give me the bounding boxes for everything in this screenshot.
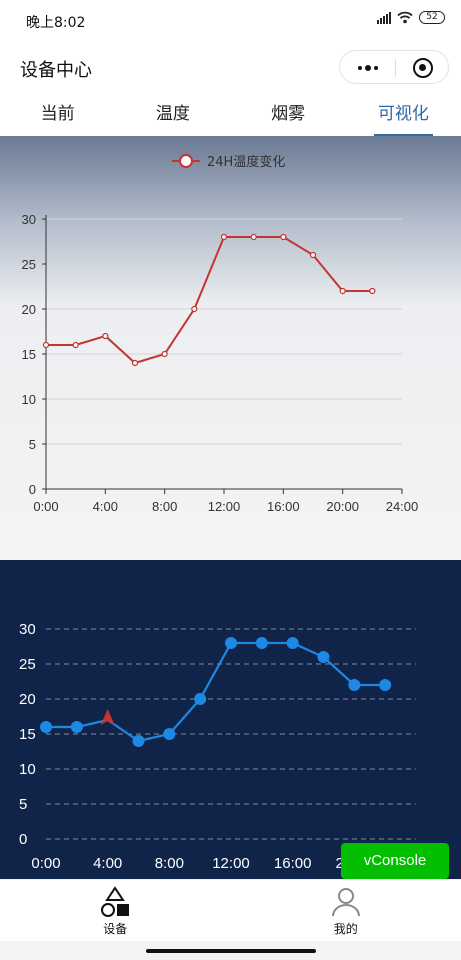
y-tick-label: 5 [29,437,36,452]
y-tick-label: 15 [22,347,36,362]
x-tick-label: 8:00 [152,499,177,514]
legend-marker [179,154,193,168]
data-point [280,233,287,241]
y-tick-label: 25 [19,656,36,673]
more-button[interactable] [340,51,395,85]
temperature-chart-light: 24H温度变化 0 5 10 15 20 25 30 0:00 4:00 8:00 12:00 16:0… [0,136,461,560]
tab-temperature[interactable]: 温度 [155,104,190,124]
data-point [286,637,299,649]
data-point [163,728,176,740]
x-tick-label: 12:00 [212,855,250,872]
more-dot-icon [357,66,362,70]
x-tick-label: 16:00 [274,855,312,872]
data-point [317,651,330,663]
data-point [161,350,168,358]
tab-smoke[interactable]: 烟雾 [271,104,306,124]
close-miniprogram-icon[interactable] [413,58,433,78]
x-tick-label: 12:00 [208,499,241,514]
tabbar-item-device[interactable]: 设备 [0,880,231,941]
y-tick-label: 20 [22,302,36,317]
x-tick-label: 8:00 [155,855,184,872]
home-indicator [146,949,316,953]
data-point [250,233,257,241]
data-point [220,233,228,241]
page-title: 设备中心 [20,60,92,81]
y-tick-label: 0 [19,831,27,848]
data-point [309,251,317,259]
legend-label: 24H温度变化 [207,154,285,170]
data-point [191,305,198,313]
signal-icon [377,11,391,24]
y-tick-label: 30 [22,212,36,227]
tab-current[interactable]: 当前 [40,104,75,124]
data-point [131,359,139,367]
chart-svg-dark: 0510152025300:004:008:0012:0016:0020:002… [19,621,435,872]
series-line [46,236,373,365]
data-point [379,679,392,691]
y-tick-label: 20 [19,691,36,708]
vconsole-button[interactable]: vConsole [341,843,449,879]
data-point [70,721,83,733]
tabbar-item-mine[interactable]: 我的 [231,880,461,941]
data-point [132,735,145,747]
data-point [102,332,109,340]
bottom-tabbar: 设备 我的 [0,879,461,941]
data-point [339,287,346,295]
data-point [40,721,52,733]
user-icon [331,888,360,917]
y-tick-label: 30 [19,621,36,638]
y-tick-label: 10 [19,761,36,778]
y-tick-label: 15 [19,726,36,743]
data-marker-pin [100,709,115,725]
tabbar-label-mine: 我的 [333,922,358,936]
more-dot-icon [364,65,371,71]
data-point [348,679,361,691]
data-point [225,637,237,649]
chart-svg-light: 24H温度变化 0 5 10 15 20 25 30 0:00 4:00 8:00 12:00 16:0… [22,154,419,514]
x-tick-label: 0:00 [33,499,58,514]
battery-icon: 52 [419,11,445,24]
tabbar-label-device: 设备 [103,922,128,936]
data-point [255,637,268,649]
status-bar: 晚上8:02 52 [0,0,461,44]
data-point [42,341,50,349]
x-tick-label: 24:00 [386,499,419,514]
more-dot-icon [373,66,378,70]
nav-bar: 设备中心 [0,44,461,90]
capsule-divider [395,59,396,77]
x-tick-label: 4:00 [93,499,118,514]
x-tick-label: 16:00 [267,499,300,514]
status-time: 晚上8:02 [26,15,86,31]
shapes-icon [101,886,130,917]
x-tick-label: 0:00 [31,855,60,872]
x-tick-label: 20:00 [326,499,359,514]
data-point [72,341,79,349]
y-tick-label: 5 [19,796,27,813]
tab-visualization[interactable]: 可视化 [346,96,461,136]
data-point [369,287,376,295]
series-line [46,641,386,743]
y-tick-label: 25 [22,257,36,272]
wifi-icon [397,11,413,24]
y-tick-label: 10 [22,392,36,407]
menu-capsule [339,50,449,84]
temperature-chart-dark: 0510152025300:004:008:0012:0016:0020:002… [0,560,461,879]
data-point [194,693,207,705]
y-tick-label: 0 [29,482,36,497]
status-icons: 52 [377,11,445,24]
x-tick-label: 4:00 [93,855,122,872]
home-area [0,941,461,960]
top-tabs: 当前 温度 烟雾 可视化 [0,96,461,136]
